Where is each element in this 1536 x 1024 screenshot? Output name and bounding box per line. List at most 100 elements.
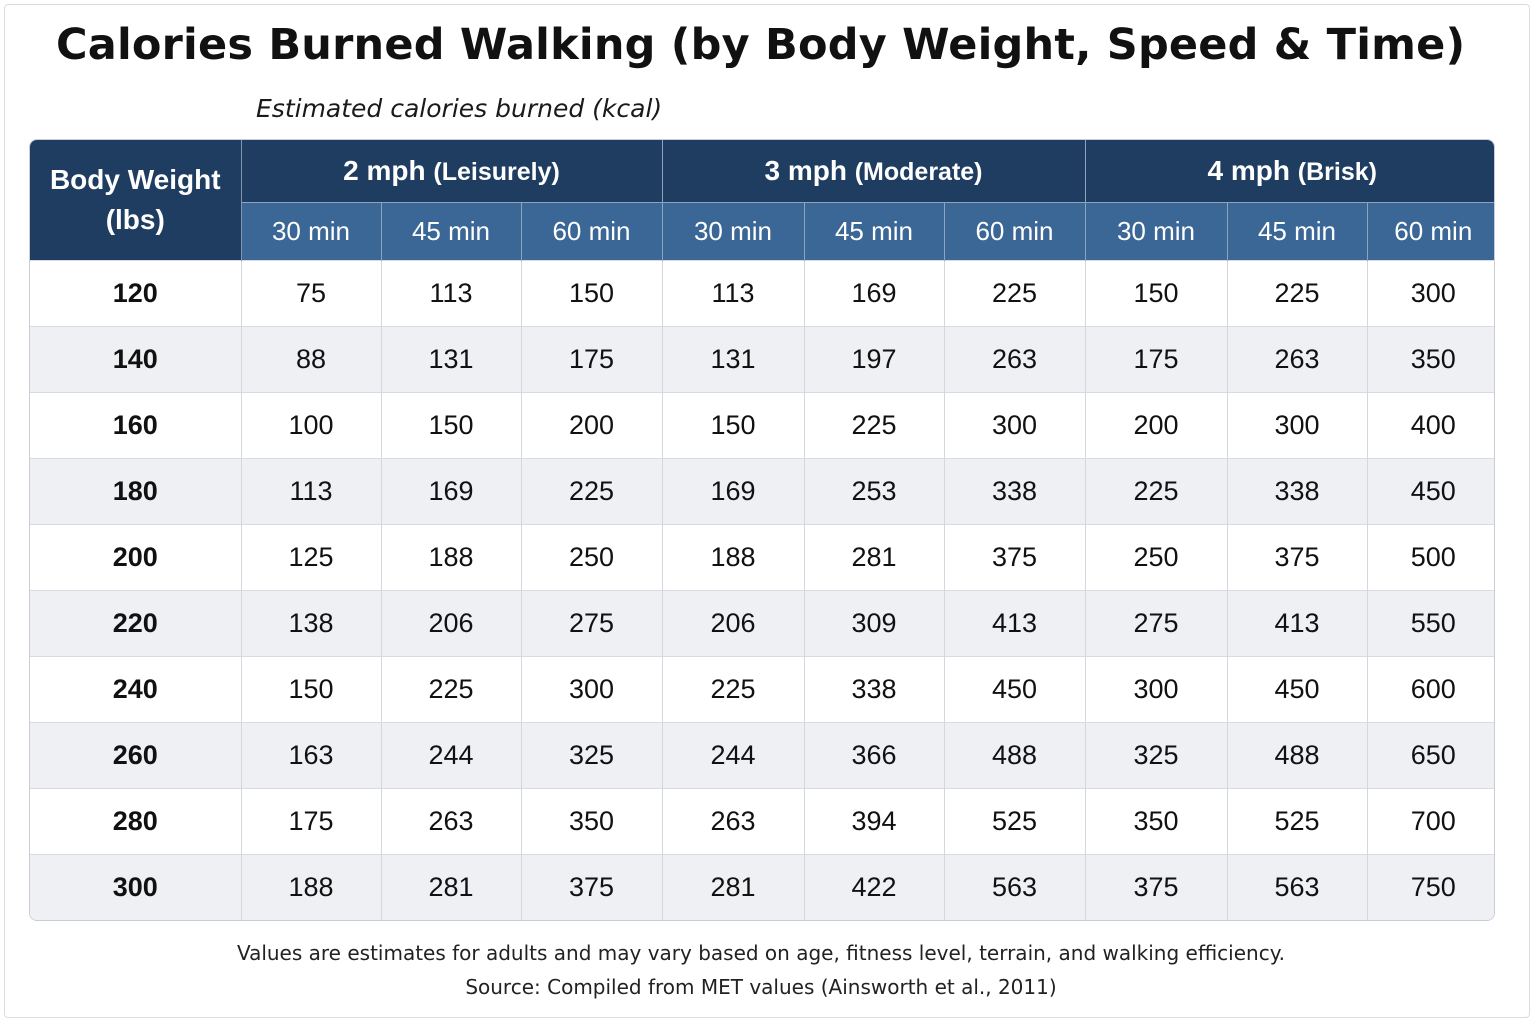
calorie-cell: 525 bbox=[1227, 788, 1368, 855]
calorie-cell: 197 bbox=[804, 326, 945, 393]
table-row: 180 113 169 225 169 253 338 225 338 450 bbox=[30, 458, 1494, 525]
speed-label: 2 mph bbox=[343, 155, 426, 186]
calorie-table: Body Weight (lbs) 2 mph (Leisurely) 3 mp… bbox=[30, 140, 1494, 920]
calorie-cell: 563 bbox=[1227, 854, 1368, 920]
pace-label: (Moderate) bbox=[854, 158, 983, 186]
speed-header-row: Body Weight (lbs) 2 mph (Leisurely) 3 mp… bbox=[30, 140, 1494, 261]
duration-header: 60 min bbox=[944, 202, 1086, 261]
calorie-cell: 225 bbox=[521, 458, 663, 525]
duration-header: 45 min bbox=[804, 202, 945, 261]
calorie-cell: 338 bbox=[804, 656, 945, 723]
calorie-cell: 275 bbox=[1085, 590, 1228, 657]
calorie-cell: 150 bbox=[241, 656, 382, 723]
calorie-cell: 225 bbox=[662, 656, 805, 723]
weight-cell: 220 bbox=[30, 590, 242, 657]
calorie-cell: 375 bbox=[521, 854, 663, 920]
pace-label: (Brisk) bbox=[1297, 158, 1377, 186]
table-body: 120 75 113 150 113 169 225 150 225 300 140 88 131 175… bbox=[30, 260, 1494, 920]
calorie-cell: 263 bbox=[944, 326, 1086, 393]
weight-cell: 300 bbox=[30, 854, 242, 920]
calorie-cell: 175 bbox=[521, 326, 663, 393]
calorie-cell: 113 bbox=[381, 260, 522, 327]
calorie-cell: 169 bbox=[381, 458, 522, 525]
calorie-cell: 375 bbox=[1085, 854, 1228, 920]
page-frame bbox=[4, 4, 1530, 1018]
page-title: Calories Burned Walking (by Body Weight,… bbox=[56, 20, 1466, 70]
calorie-cell: 325 bbox=[521, 722, 663, 789]
calorie-cell: 394 bbox=[804, 788, 945, 855]
calorie-cell: 350 bbox=[521, 788, 663, 855]
table-row: 220 138 206 275 206 309 413 275 413 550 bbox=[30, 590, 1494, 657]
calorie-cell: 250 bbox=[1085, 524, 1228, 591]
calorie-cell: 163 bbox=[241, 722, 382, 789]
calorie-cell: 309 bbox=[804, 590, 945, 657]
duration-header: 45 min bbox=[1227, 202, 1368, 261]
table-row: 260 163 244 325 244 366 488 325 488 650 bbox=[30, 722, 1494, 789]
calorie-cell: 225 bbox=[1085, 458, 1228, 525]
weight-cell: 280 bbox=[30, 788, 242, 855]
weight-column-header: Body Weight (lbs) bbox=[30, 140, 242, 261]
calorie-cell: 400 bbox=[1367, 392, 1494, 459]
calorie-cell: 225 bbox=[381, 656, 522, 723]
weight-cell: 200 bbox=[30, 524, 242, 591]
calorie-cell: 263 bbox=[662, 788, 805, 855]
calorie-cell: 150 bbox=[662, 392, 805, 459]
calorie-cell: 700 bbox=[1367, 788, 1494, 855]
calorie-cell: 350 bbox=[1367, 326, 1494, 393]
calorie-cell: 131 bbox=[662, 326, 805, 393]
disclaimer-note: Values are estimates for adults and may … bbox=[236, 941, 1286, 965]
table-row: 300 188 281 375 281 422 563 375 563 750 bbox=[30, 854, 1494, 920]
weight-cell: 160 bbox=[30, 392, 242, 459]
calorie-cell: 206 bbox=[381, 590, 522, 657]
weight-cell: 260 bbox=[30, 722, 242, 789]
duration-header: 30 min bbox=[662, 202, 805, 261]
calorie-cell: 131 bbox=[381, 326, 522, 393]
duration-header-row: 30 min 45 min 60 min 30 min 45 min 60 mi… bbox=[30, 202, 1494, 261]
weight-header-line1: Body Weight bbox=[49, 164, 221, 195]
duration-header: 30 min bbox=[1085, 202, 1228, 261]
weight-cell: 240 bbox=[30, 656, 242, 723]
calorie-cell: 600 bbox=[1367, 656, 1494, 723]
calorie-cell: 150 bbox=[381, 392, 522, 459]
calorie-cell: 375 bbox=[1227, 524, 1368, 591]
duration-header: 60 min bbox=[521, 202, 663, 261]
calorie-cell: 338 bbox=[944, 458, 1086, 525]
speed-header-2mph: 2 mph (Leisurely) bbox=[241, 140, 663, 203]
calorie-cell: 113 bbox=[662, 260, 805, 327]
speed-header-3mph: 3 mph (Moderate) bbox=[662, 140, 1086, 203]
calorie-cell: 206 bbox=[662, 590, 805, 657]
calorie-cell: 325 bbox=[1085, 722, 1228, 789]
calorie-cell: 450 bbox=[1227, 656, 1368, 723]
pace-label: (Leisurely) bbox=[433, 158, 560, 186]
table-row: 160 100 150 200 150 225 300 200 300 400 bbox=[30, 392, 1494, 459]
calorie-cell: 169 bbox=[804, 260, 945, 327]
calorie-cell: 525 bbox=[944, 788, 1086, 855]
calorie-cell: 500 bbox=[1367, 524, 1494, 591]
calorie-cell: 488 bbox=[944, 722, 1086, 789]
calorie-cell: 88 bbox=[241, 326, 382, 393]
table-row: 200 125 188 250 188 281 375 250 375 500 bbox=[30, 524, 1494, 591]
calorie-cell: 75 bbox=[241, 260, 382, 327]
calorie-cell: 175 bbox=[1085, 326, 1228, 393]
speed-header-4mph: 4 mph (Brisk) bbox=[1085, 140, 1494, 203]
calorie-cell: 281 bbox=[381, 854, 522, 920]
calorie-cell: 169 bbox=[662, 458, 805, 525]
table-row: 280 175 263 350 263 394 525 350 525 700 bbox=[30, 788, 1494, 855]
duration-header: 30 min bbox=[241, 202, 382, 261]
calorie-cell: 250 bbox=[521, 524, 663, 591]
calorie-cell: 244 bbox=[662, 722, 805, 789]
calorie-cell: 563 bbox=[944, 854, 1086, 920]
calorie-cell: 450 bbox=[1367, 458, 1494, 525]
calorie-cell: 281 bbox=[804, 524, 945, 591]
calorie-cell: 113 bbox=[241, 458, 382, 525]
calorie-cell: 225 bbox=[1227, 260, 1368, 327]
source-note: Source: Compiled from MET values (Ainswo… bbox=[465, 975, 1057, 999]
speed-label: 3 mph bbox=[764, 155, 847, 186]
calorie-cell: 150 bbox=[1085, 260, 1228, 327]
calorie-cell: 263 bbox=[381, 788, 522, 855]
calorie-cell: 244 bbox=[381, 722, 522, 789]
calorie-cell: 450 bbox=[944, 656, 1086, 723]
calorie-cell: 150 bbox=[521, 260, 663, 327]
calorie-cell: 350 bbox=[1085, 788, 1228, 855]
calorie-cell: 750 bbox=[1367, 854, 1494, 920]
